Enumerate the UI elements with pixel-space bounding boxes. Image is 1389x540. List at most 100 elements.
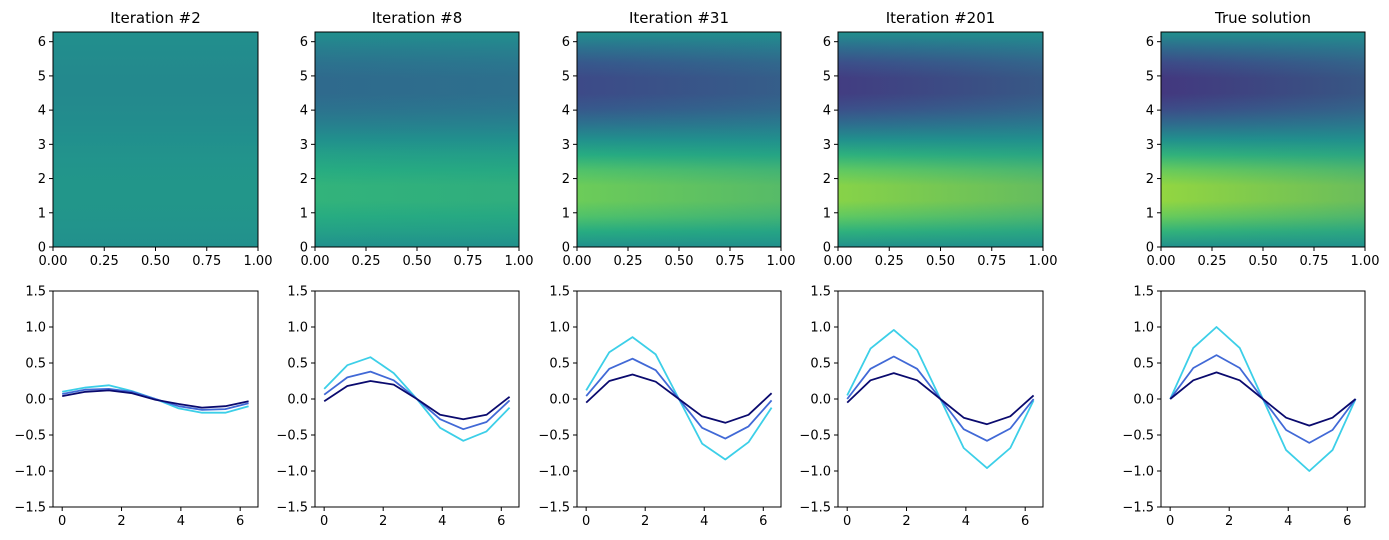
heatmap-panel-1: Iteration #2 0.00 0.25 0.50 0.75 1.00 0 1 2 3 4 5 6 (38, 9, 273, 269)
heatmap-title-1: Iteration #2 (110, 9, 201, 27)
x-tick-label: 0.75 (977, 254, 1006, 269)
y-tick-label: 0 (823, 241, 831, 256)
y-tick-label: 2 (300, 172, 308, 187)
y-tick-label: 2 (823, 172, 831, 187)
y-tick-label: 5 (38, 69, 46, 84)
x-tick-label: 0.75 (454, 254, 483, 269)
x-tick-label: 2 (641, 514, 649, 529)
x-tick-label: 4 (177, 514, 185, 529)
y-tick-label: −0.5 (14, 429, 46, 444)
heatmap-shading (315, 32, 519, 247)
x-tick-label: 6 (236, 514, 244, 529)
x-tick-label: 1.00 (1351, 254, 1380, 269)
heatmap-panel-2: Iteration #8 0.00 0.25 0.50 0.75 1.00 0 1 2 3 4 5 6 (300, 9, 534, 269)
y-tick-label: 0 (300, 241, 308, 256)
x-tick-label: 0 (582, 514, 590, 529)
y-tick-label: 5 (1146, 69, 1154, 84)
y-tick-label: 6 (38, 35, 46, 50)
x-tick-label: 0.00 (563, 254, 592, 269)
y-tick-label: 5 (562, 69, 570, 84)
y-tick-label: 0.0 (810, 393, 831, 408)
series-line-dark (62, 389, 249, 409)
y-tick-label: 0 (1146, 241, 1154, 256)
heatmap-shading (577, 32, 781, 247)
x-tick-label: 0.50 (665, 254, 694, 269)
y-tick-label: −1.0 (276, 465, 308, 480)
x-tick-label: 0.00 (301, 254, 330, 269)
x-tick-label: 4 (1284, 514, 1292, 529)
heatmap-shading (1161, 32, 1365, 247)
y-tick-label: 3 (1146, 138, 1154, 153)
y-tick-label: 0.0 (25, 393, 46, 408)
y-tick-label: 1.5 (1133, 285, 1154, 300)
heatmap-panel-5: True solution 0.00 0.25 0.50 0.75 1.00 0 1 2 3 4 5… (1146, 9, 1380, 269)
heatmap-title-5: True solution (1214, 9, 1311, 27)
series-line-dark (323, 380, 511, 421)
y-tick-label: 0.0 (549, 393, 570, 408)
y-tick-label: 3 (38, 138, 46, 153)
x-tick-label: 2 (117, 514, 125, 529)
series-line-dark (846, 372, 1035, 426)
y-tick-label: 0.0 (287, 393, 308, 408)
y-tick-label: 1.5 (810, 285, 831, 300)
x-tick-label: 2 (902, 514, 910, 529)
y-tick-label: −1.0 (1122, 465, 1154, 480)
x-tick-label: 4 (438, 514, 446, 529)
heatmap-title-2: Iteration #8 (372, 9, 463, 27)
x-tick-label: 0.25 (90, 254, 119, 269)
y-tick-label: 1 (562, 206, 570, 221)
x-tick-label: 1.00 (1029, 254, 1058, 269)
y-tick-label: 0.0 (1133, 393, 1154, 408)
y-tick-label: 6 (823, 35, 831, 50)
y-tick-label: 3 (562, 138, 570, 153)
y-tick-label: −0.5 (538, 429, 570, 444)
x-tick-label: 0 (320, 514, 328, 529)
series-line-dark (1169, 371, 1357, 427)
y-tick-label: 1.5 (287, 285, 308, 300)
y-tick-label: 1.0 (1133, 321, 1154, 336)
x-tick-label: 4 (962, 514, 970, 529)
y-tick-label: 1.5 (25, 285, 46, 300)
y-tick-label: 1.0 (25, 321, 46, 336)
x-tick-label: 0.00 (824, 254, 853, 269)
y-tick-label: 1 (38, 206, 46, 221)
y-tick-label: 0.5 (810, 357, 831, 372)
y-tick-label: 2 (1146, 172, 1154, 187)
y-tick-label: −1.5 (14, 501, 46, 516)
x-tick-label: 0.50 (926, 254, 955, 269)
x-tick-label: 0.75 (716, 254, 745, 269)
y-tick-label: 4 (823, 104, 831, 119)
y-tick-label: 5 (823, 69, 831, 84)
y-tick-label: 1.0 (287, 321, 308, 336)
x-tick-label: 0.75 (1300, 254, 1329, 269)
y-tick-label: 1 (1146, 206, 1154, 221)
y-tick-label: −0.5 (1122, 429, 1154, 444)
x-tick-label: 6 (1343, 514, 1351, 529)
x-tick-label: 6 (1021, 514, 1029, 529)
x-tick-label: 0.75 (192, 254, 221, 269)
y-tick-label: 4 (562, 104, 570, 119)
x-tick-label: 0.00 (1147, 254, 1176, 269)
line-panel-3: 0 2 4 6 −1.5 −1.0 −0.5 0.0 0.5 1.0 1.5 (538, 285, 782, 529)
y-tick-label: 4 (38, 104, 46, 119)
y-tick-label: 4 (1146, 104, 1154, 119)
y-tick-label: 1.5 (549, 285, 570, 300)
x-tick-label: 2 (1225, 514, 1233, 529)
x-tick-label: 0 (58, 514, 66, 529)
x-tick-label: 4 (700, 514, 708, 529)
y-tick-label: 0.5 (549, 357, 570, 372)
y-tick-label: −1.0 (799, 465, 831, 480)
y-tick-label: 0 (562, 241, 570, 256)
y-tick-label: 0.5 (25, 357, 46, 372)
y-tick-label: −1.0 (14, 465, 46, 480)
x-tick-label: 0.25 (1198, 254, 1227, 269)
y-tick-label: −1.5 (1122, 501, 1154, 516)
x-tick-label: 0 (843, 514, 851, 529)
x-tick-label: 0.25 (352, 254, 381, 269)
x-tick-label: 0.25 (875, 254, 904, 269)
x-tick-label: 2 (379, 514, 387, 529)
x-tick-label: 0.00 (39, 254, 68, 269)
y-tick-label: 1.0 (549, 321, 570, 336)
y-tick-label: 3 (300, 138, 308, 153)
